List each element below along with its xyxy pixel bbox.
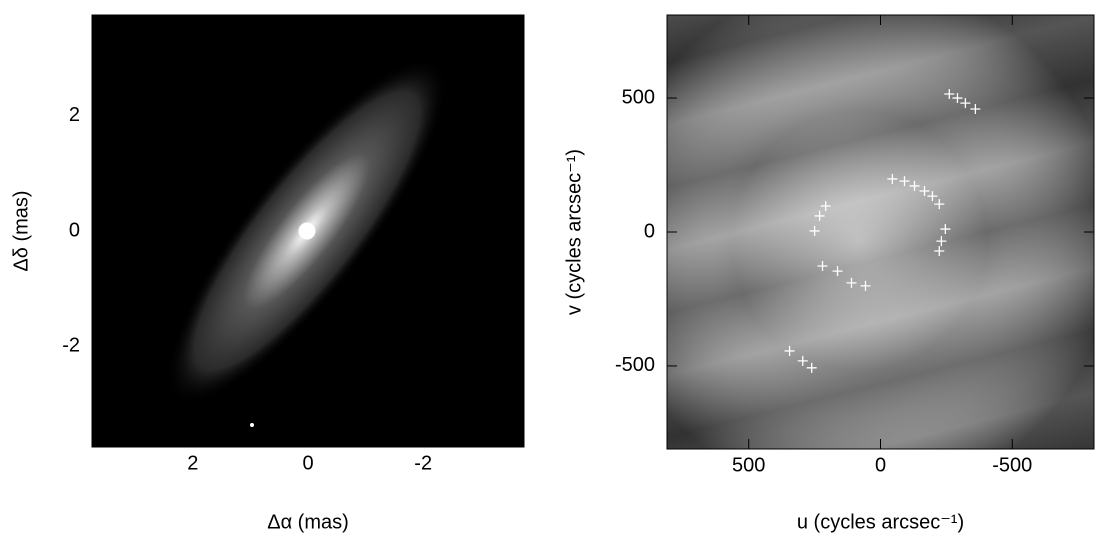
- uv-point: [944, 89, 955, 100]
- y-tick-label: 0: [644, 220, 655, 242]
- image-left: [92, 15, 524, 447]
- uv-point: [970, 104, 981, 115]
- x-tick-label: 500: [732, 454, 765, 476]
- y-axis-label: Δδ (mas): [10, 190, 32, 271]
- uv-point: [952, 93, 963, 104]
- uv-point: [919, 186, 930, 197]
- uv-point: [820, 201, 831, 212]
- x-tick-label: 0: [302, 452, 313, 474]
- uv-point: [817, 261, 828, 272]
- x-tick-label: -500: [992, 454, 1032, 476]
- image-right: [667, 15, 1094, 449]
- uv-point: [832, 266, 843, 277]
- uv-point: [934, 246, 945, 257]
- uv-point: [809, 225, 820, 236]
- uv-point: [797, 355, 808, 366]
- y-tick-label: -500: [615, 354, 655, 376]
- uv-point: [860, 280, 871, 291]
- uv-point: [887, 173, 898, 184]
- x-axis-label: u (cycles arcsec⁻¹): [797, 511, 964, 533]
- y-tick-label: -2: [62, 334, 80, 356]
- y-tick-label: 2: [69, 104, 80, 126]
- y-tick-label: 500: [622, 86, 655, 108]
- y-axis-label: v (cycles arcsec⁻¹): [563, 149, 585, 315]
- x-tick-label: 2: [187, 452, 198, 474]
- y-tick-label: 0: [69, 219, 80, 241]
- uv-point: [934, 199, 945, 210]
- uv-point: [806, 362, 817, 373]
- uv-point: [814, 210, 825, 221]
- x-tick-label: -2: [414, 452, 432, 474]
- x-axis-label: Δα (mas): [267, 511, 349, 533]
- uv-point: [846, 277, 857, 288]
- x-tick-label: 0: [875, 454, 886, 476]
- uv-point: [784, 345, 795, 356]
- uv-point: [909, 180, 920, 191]
- uv-point: [899, 176, 910, 187]
- uv-point: [960, 98, 971, 109]
- uv-point: [940, 224, 951, 235]
- uv-point: [927, 191, 938, 202]
- uv-point: [936, 236, 947, 247]
